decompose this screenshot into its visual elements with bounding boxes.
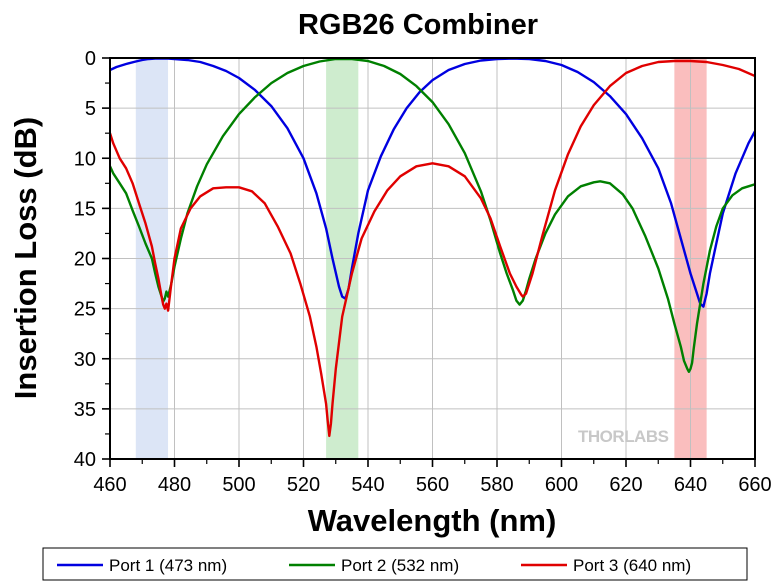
legend-label-port-3: Port 3 (640 nm) [573,556,691,575]
legend-label-port-1: Port 1 (473 nm) [109,556,227,575]
axis-ticks [102,57,756,467]
x-axis-title: Wavelength (nm) [308,503,557,538]
chart-title: RGB26 Combiner [298,9,538,41]
series-line-port-3 [110,59,755,438]
legend: Port 1 (473 nm) Port 2 (532 nm) Port 3 (64… [42,547,748,581]
x-tick-label: 500 [222,474,255,496]
y-tick-label: 30 [74,349,96,371]
x-tick-label: 600 [545,474,578,496]
series-layer [110,58,755,438]
x-tick-label: 660 [738,474,771,496]
x-tick-label: 560 [416,474,449,496]
x-tick-label: 580 [480,474,513,496]
x-tick-label: 620 [609,474,642,496]
y-tick-label: 20 [74,249,96,271]
x-tick-label: 480 [158,474,191,496]
x-axis-tick-labels: 460 480 500 520 540 560 580 600 620 640 660 [93,474,771,496]
y-axis-tick-labels: 0 5 10 15 20 25 30 35 40 [74,48,96,471]
legend-label-port-2: Port 2 (532 nm) [341,556,459,575]
y-tick-label: 25 [74,299,96,321]
y-tick-label: 40 [74,449,96,471]
x-tick-label: 540 [351,474,384,496]
y-tick-label: 15 [74,198,96,220]
y-tick-label: 5 [85,98,96,120]
y-tick-label: 0 [85,48,96,70]
y-tick-label: 35 [74,399,96,421]
x-tick-label: 520 [287,474,320,496]
legend-box [42,547,748,581]
watermark-logo: THORLABS [578,427,669,446]
x-tick-label: 640 [674,474,707,496]
series-line-port-1 [110,58,755,308]
x-tick-label: 460 [93,474,126,496]
y-tick-label: 10 [74,148,96,170]
y-axis-title: Insertion Loss (dB) [8,117,43,399]
